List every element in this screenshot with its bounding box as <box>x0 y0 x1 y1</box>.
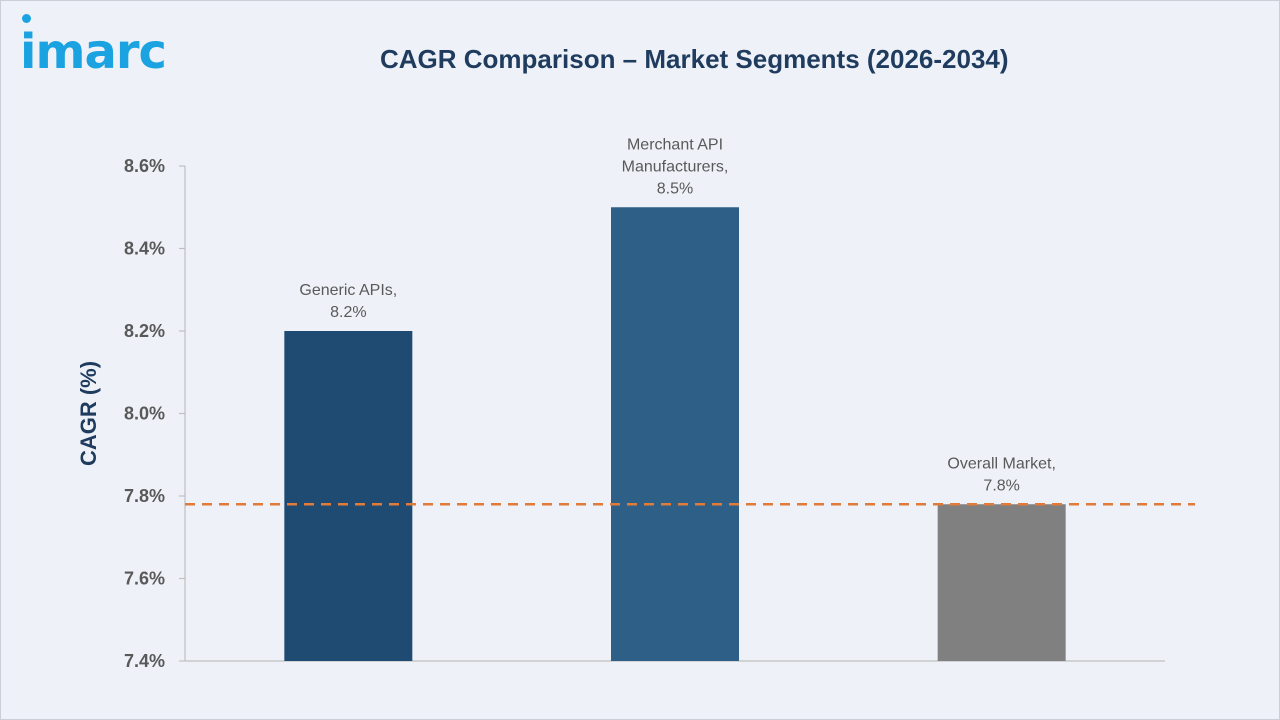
bar-overall-market <box>937 504 1066 661</box>
data-label-line: 8.5% <box>657 180 693 197</box>
bar-merchant-api-manufacturers <box>611 207 739 661</box>
y-tick-label: 8.2% <box>124 321 165 341</box>
bar-generic-apis <box>284 331 413 661</box>
data-label-line: Generic APIs, <box>299 282 397 299</box>
data-label-line: Manufacturers, <box>622 158 729 175</box>
imarc-logo: imarc <box>20 14 167 76</box>
y-tick-label: 8.6% <box>124 156 165 176</box>
y-tick-label: 7.6% <box>124 569 165 589</box>
data-label-line: Merchant API <box>627 136 723 153</box>
chart-title: CAGR Comparison – Market Segments (2026-… <box>380 44 1009 74</box>
data-label-line: Overall Market, <box>947 455 1055 472</box>
data-label-line: 7.8% <box>983 477 1019 494</box>
data-label: Generic APIs, 8.2% <box>299 282 397 321</box>
logo-text: imarc <box>20 24 167 80</box>
data-label: Overall Market, 7.8% <box>947 455 1055 494</box>
y-tick-label: 7.4% <box>124 651 165 671</box>
y-tick-label: 8.4% <box>124 239 165 259</box>
y-axis-label: CAGR (%) <box>76 361 101 466</box>
y-tick-label: 8.0% <box>124 404 165 424</box>
data-label: Merchant API Manufacturers, 8.5% <box>622 136 729 197</box>
y-tick-label: 7.8% <box>124 486 165 506</box>
data-label-line: 8.2% <box>330 304 366 321</box>
logo-dot <box>22 14 31 23</box>
